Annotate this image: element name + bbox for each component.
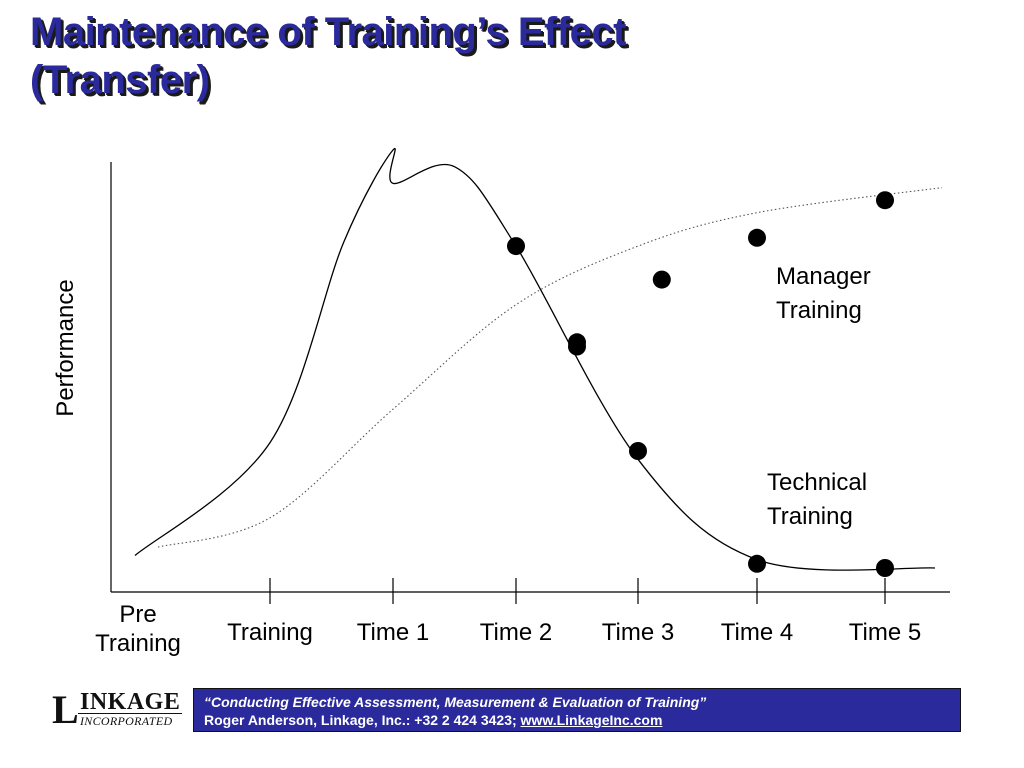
data-point-technical (748, 554, 766, 573)
data-point-manager (876, 191, 894, 210)
data-point-manager (652, 270, 671, 289)
footer-quote: “Conducting Effective Assessment, Measur… (204, 694, 707, 710)
data-point-technical (507, 237, 525, 256)
logo-subtitle: INCORPORATED (80, 714, 173, 728)
logo-divider (78, 713, 182, 714)
linkage-logo: L INKAGE INCORPORATED (52, 690, 184, 730)
x-tick-label: Time 4 (721, 619, 793, 646)
x-tick-label: Pre Training (95, 601, 181, 657)
slide-title: Maintenance of Training’s Effect (Transf… (30, 8, 626, 104)
data-point-technical (629, 442, 647, 460)
x-tick-label: Training (227, 619, 313, 646)
series-label-manager: Manager Training (776, 263, 871, 324)
footer-link[interactable]: www.LinkageInc.com (520, 712, 663, 728)
x-tick-label: Time 5 (849, 619, 921, 646)
y-axis-label: Performance (52, 279, 79, 416)
footer-banner: “Conducting Effective Assessment, Measur… (193, 688, 961, 732)
data-point-manager (748, 228, 766, 247)
footer-credit: Roger Anderson, Linkage, Inc.: +32 2 424… (204, 712, 521, 728)
slide-title-line-2: (Transfer) (30, 58, 210, 102)
data-point-manager (568, 333, 586, 352)
slide-title-line-1: Maintenance of Training’s Effect (30, 10, 626, 54)
x-tick-label: Time 1 (357, 619, 429, 646)
data-point-technical (876, 559, 894, 577)
logo-initial: L (52, 687, 79, 732)
series-label-technical: Technical Training (767, 469, 867, 530)
logo-name: INKAGE (80, 689, 181, 715)
performance-chart: Performance Pre Training Training Time 1 Tim… (52, 147, 950, 657)
series-line-technical (134, 147, 936, 571)
x-tick-label: Time 3 (602, 619, 674, 646)
x-tick-label: Time 2 (480, 619, 552, 646)
